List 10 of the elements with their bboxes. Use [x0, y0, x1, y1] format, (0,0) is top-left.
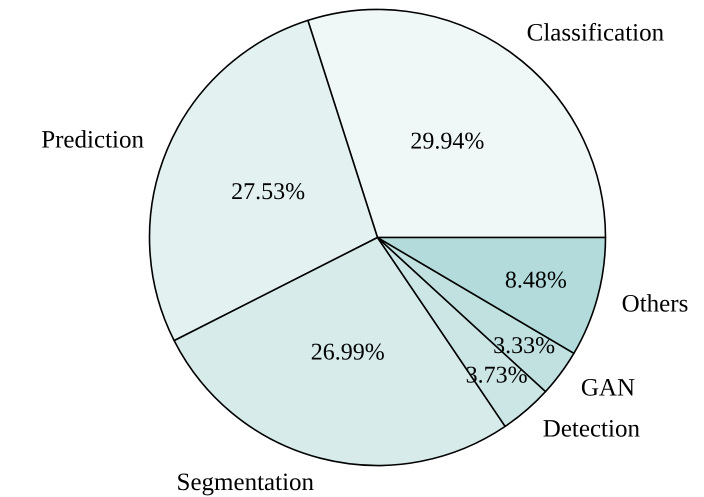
- slice-label: Segmentation: [176, 468, 315, 496]
- slice-label: GAN: [580, 374, 636, 402]
- data-label: 27.53%: [231, 178, 306, 205]
- data-label: 8.48%: [504, 268, 567, 294]
- data-label: 26.99%: [310, 339, 385, 366]
- slice-label: Others: [622, 290, 688, 318]
- slice-label: Detection: [542, 416, 640, 443]
- slice-label: Classification: [526, 20, 665, 47]
- slice-label: Prediction: [41, 126, 144, 154]
- data-label: 29.94%: [410, 128, 484, 155]
